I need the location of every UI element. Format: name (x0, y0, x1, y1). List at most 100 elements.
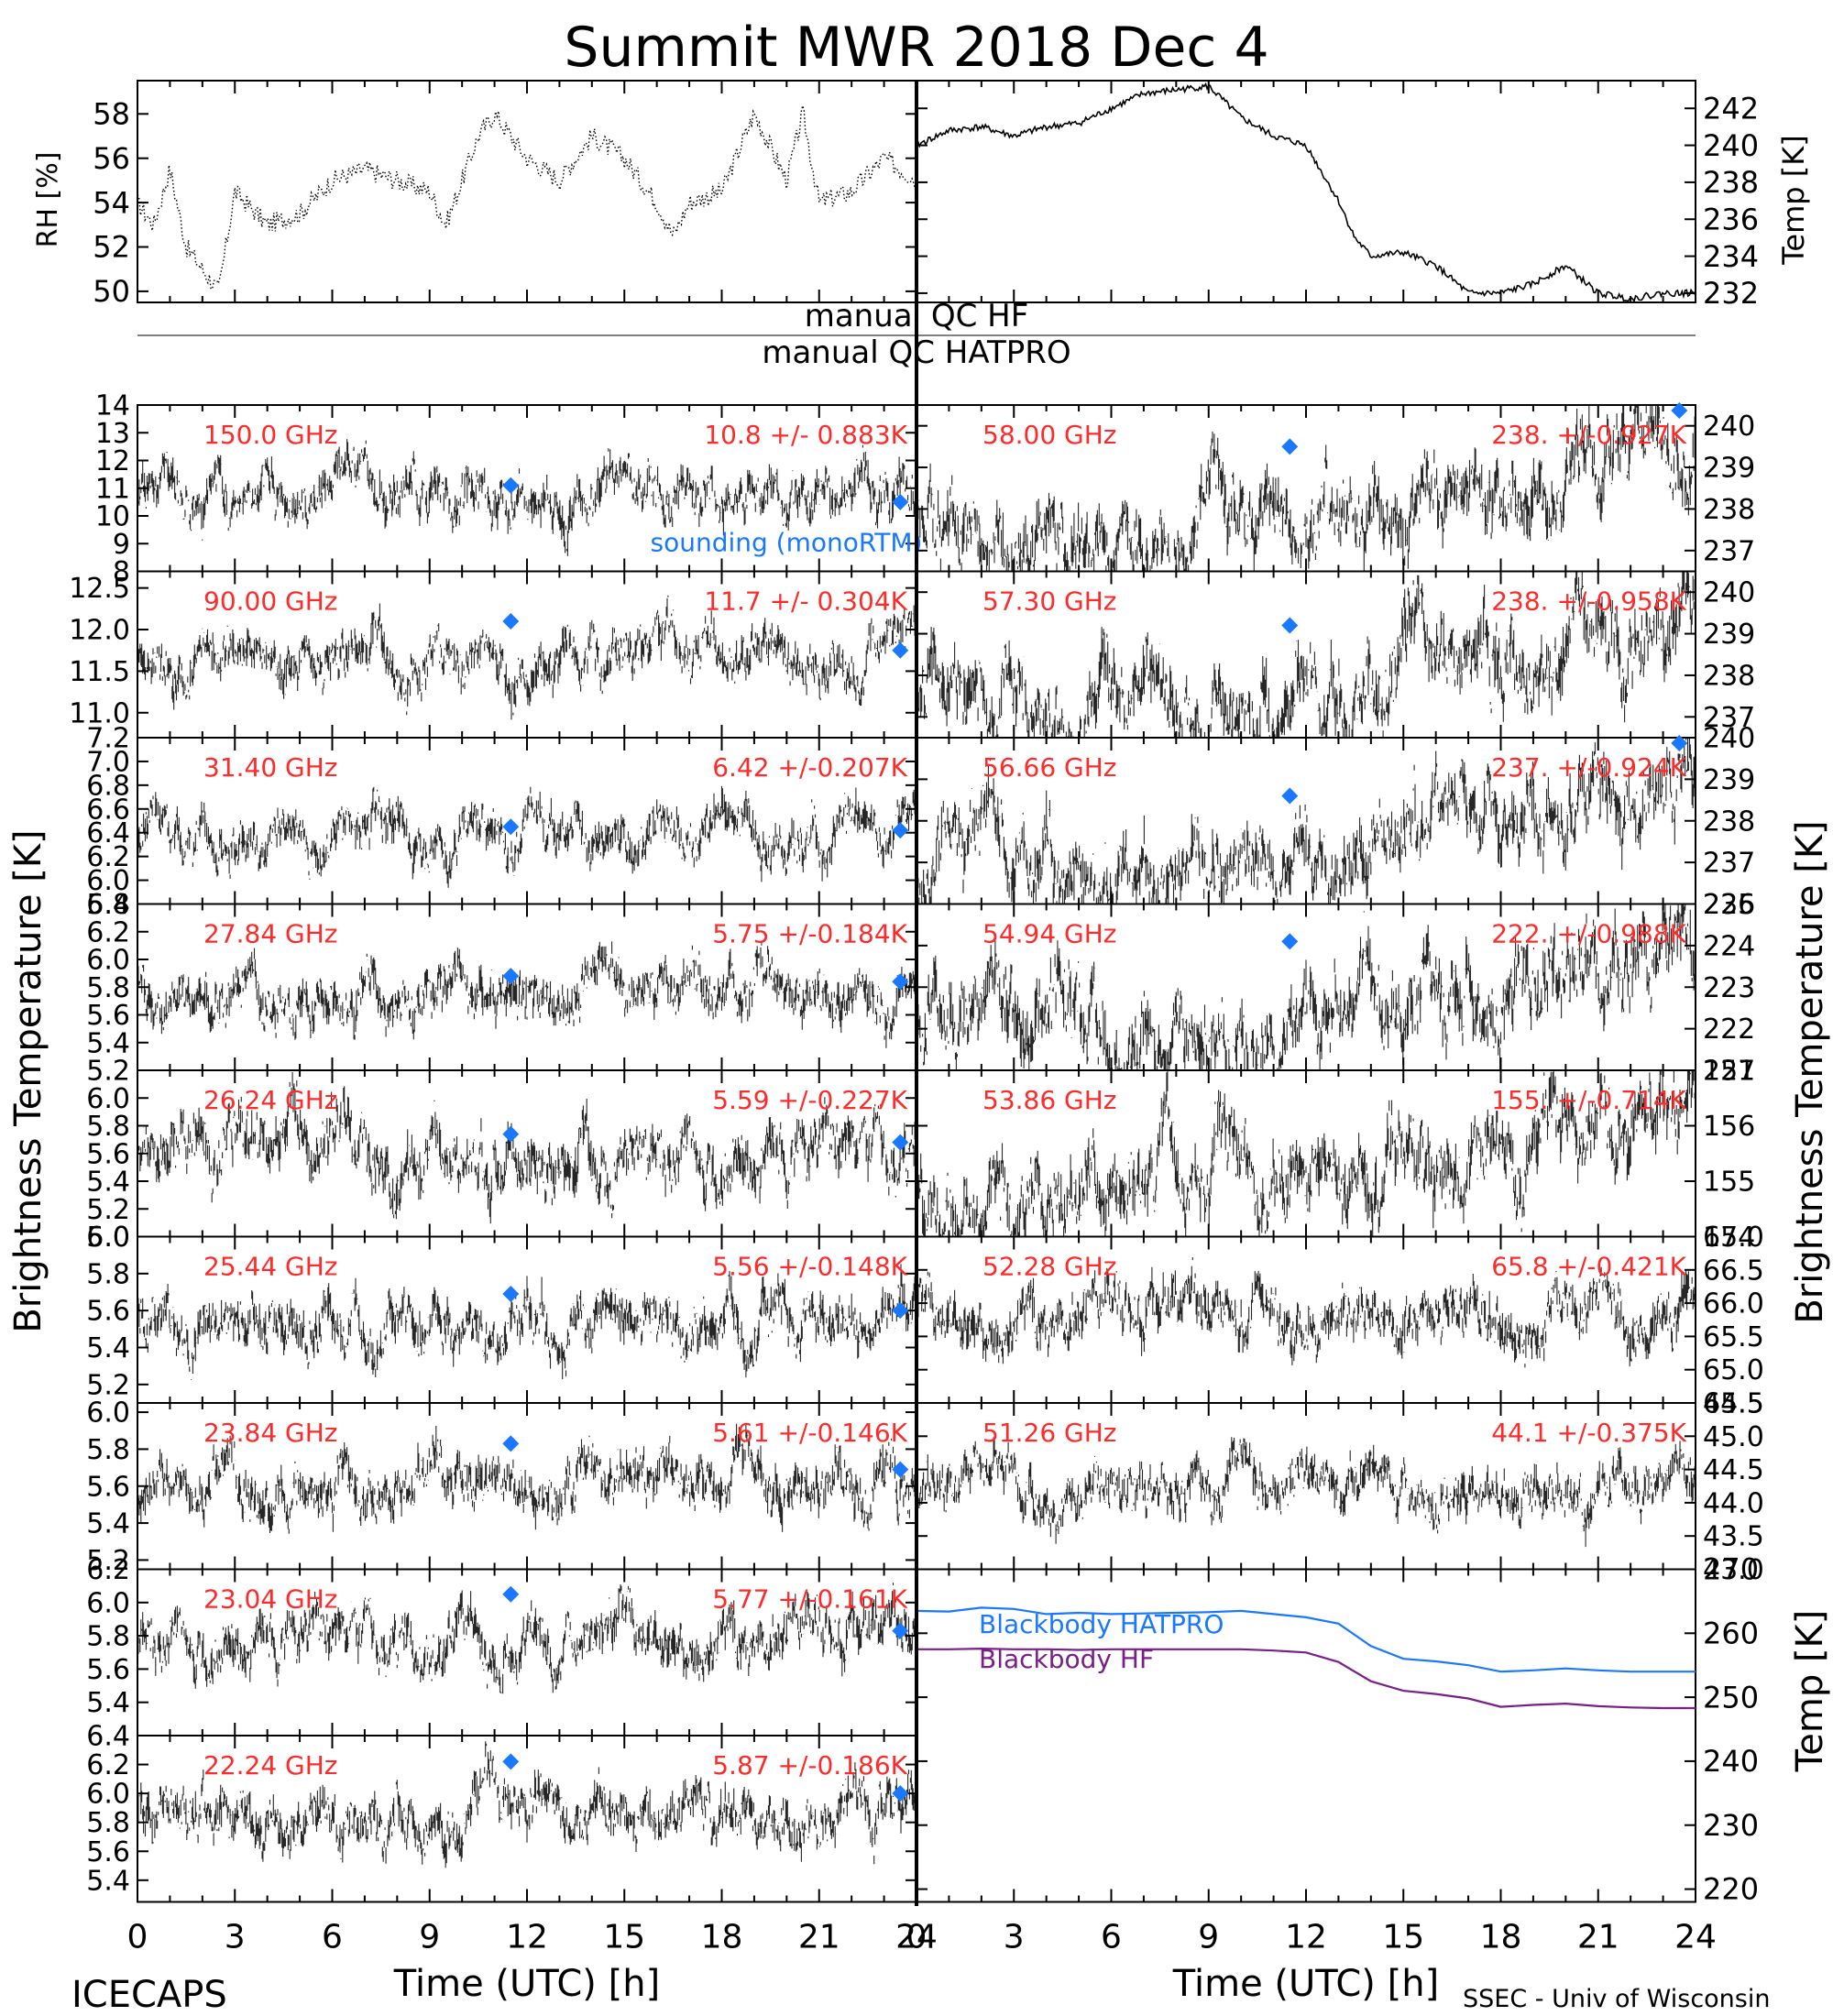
hatpro-panel-3-ytick-label: 225 (1703, 889, 1755, 921)
hf-panel-6-ytick-label: 5.8 (86, 1434, 130, 1466)
x-axis-label-right: Time (UTC) [h] (1172, 1963, 1439, 2005)
hf-panel-5-ytick-label: 5.6 (86, 1296, 130, 1328)
blackbody-panel-ytick-label: 250 (1703, 1680, 1759, 1715)
rh-panel-trace (137, 105, 917, 290)
hf-panel-7-channel-label: 23.04 GHz (203, 1584, 338, 1615)
hatpro-panel-1-sounding-marker (1281, 617, 1299, 634)
hatpro-panel-0-stat-label: 238. +/-0.927K (1491, 420, 1686, 450)
hf-panel-0-ytick-label: 14 (95, 390, 130, 422)
hf-panel-1-ytick-label: 12.0 (69, 615, 130, 647)
hf-panel-5-ytick-label: 6.0 (86, 1222, 130, 1254)
hatpro-panel-3-ytick-label: 221 (1703, 1056, 1755, 1088)
hf-panel-8-ytick-label: 5.8 (86, 1807, 130, 1839)
hf-panel-1-sounding-marker (502, 612, 520, 630)
hatpro-panel-5-channel-label: 52.28 GHz (982, 1252, 1117, 1282)
hatpro-panel-0-ytick-label: 237 (1703, 535, 1755, 567)
hf-panel-3-ytick-label: 6.4 (86, 889, 130, 921)
hatpro-panel-4-channel-label: 53.86 GHz (982, 1085, 1117, 1115)
blackbody-panel-ytick-label: 270 (1703, 1552, 1759, 1587)
hf-panel-4-ytick-label: 5.6 (86, 1138, 130, 1170)
hf-panel-2-ytick-label: 7.0 (86, 746, 130, 778)
rh-panel-ytick-label: 56 (93, 141, 130, 176)
hf-panel-0-stat-label: 10.8 +/- 0.883K (704, 420, 907, 450)
hf-panel-0-channel-label: 150.0 GHz (203, 420, 338, 450)
hf-panel-7-ytick-label: 6.2 (86, 1554, 130, 1586)
hatpro-panel-1-ytick-label: 237 (1703, 702, 1755, 734)
hatpro-panel-5-ytick-label: 65.0 (1703, 1354, 1764, 1386)
hf-panel-4-sounding-marker (892, 1134, 909, 1151)
blackbody-panel-xtick-label: 24 (1674, 1919, 1717, 1956)
hf-panel-5-ytick-label: 5.2 (86, 1369, 130, 1401)
hatpro-panel-3-channel-label: 54.94 GHz (982, 919, 1117, 949)
hatpro-panel-2-sounding-marker (1281, 787, 1299, 805)
hatpro-panel-3-sounding-marker (1281, 933, 1299, 950)
hf-panel-6-ytick-label: 5.2 (86, 1545, 130, 1577)
hf-panel-0-ytick-label: 11 (95, 473, 130, 505)
hf-panel-2-ytick-label: 6.8 (86, 770, 130, 802)
hf-panel-5-channel-label: 25.44 GHz (203, 1252, 338, 1282)
blackbody-panel-xtick-label: 21 (1577, 1919, 1619, 1956)
blackbody-series-label-0: Blackbody HATPRO (979, 1609, 1224, 1639)
hatpro-panel-2-ytick-label: 239 (1703, 764, 1755, 796)
hatpro-panel-4-stat-label: 155. +/-0.714K (1491, 1085, 1686, 1115)
hatpro-panel-1-ytick-label: 239 (1703, 619, 1755, 651)
hatpro-panel-4-ytick-label: 157 (1703, 1056, 1755, 1088)
hf-panel-8-ytick-label: 6.0 (86, 1779, 130, 1811)
hf-panel-7-ytick-label: 5.8 (86, 1621, 130, 1653)
hf-panel-1-ytick-label: 11.0 (69, 697, 130, 729)
rh-panel-ytick-label: 50 (93, 274, 130, 309)
hf-panel-4-sounding-marker (502, 1125, 520, 1143)
hf-panel-7-ytick-label: 5.4 (86, 1687, 130, 1719)
hf-panel-4-ytick-label: 5.0 (86, 1222, 130, 1254)
hatpro-panel-5-ytick-label: 66.5 (1703, 1255, 1764, 1287)
hf-panel-8-xtick-label: 3 (225, 1919, 246, 1956)
temp-panel-ytick-label: 238 (1703, 165, 1759, 200)
blackbody-panel-ytick-label: 240 (1703, 1744, 1759, 1779)
hf-panel-3-stat-label: 5.75 +/-0.184K (712, 919, 907, 949)
temp-panel-ytick-label: 236 (1703, 202, 1759, 236)
hatpro-panel-0-ytick-label: 239 (1703, 453, 1755, 485)
hatpro-panel-2-ytick-label: 236 (1703, 889, 1755, 921)
hf-panel-8-xtick-label: 6 (322, 1919, 343, 1956)
blackbody-panel-ytick-label: 220 (1703, 1872, 1759, 1907)
blackbody-panel-ytick-label: 230 (1703, 1808, 1759, 1843)
hatpro-panel-4-ytick-label: 156 (1703, 1111, 1755, 1143)
hatpro-panel-2-ytick-label: 237 (1703, 848, 1755, 880)
hf-panel-2-sounding-marker (502, 818, 520, 836)
hf-panel-8-stat-label: 5.87 +/-0.186K (712, 1750, 907, 1780)
hatpro-panel-2-stat-label: 237. +/-0.924K (1491, 752, 1686, 783)
hf-panel-4-ytick-label: 5.4 (86, 1167, 130, 1199)
hf-panel-8-ytick-label: 5.6 (86, 1836, 130, 1868)
hf-panel-0-ytick-label: 12 (95, 445, 130, 477)
hf-panel-3-sounding-marker (892, 973, 909, 991)
hatpro-panel-3-ytick-label: 222 (1703, 1013, 1755, 1046)
hf-panel-7-sounding-marker (502, 1585, 520, 1603)
hatpro-panel-0-sounding-marker (1671, 402, 1688, 419)
hf-panel-3-ytick-label: 5.6 (86, 1000, 130, 1032)
hf-panel-2-stat-label: 6.42 +/-0.207K (712, 752, 907, 783)
hf-panel-5-sounding-marker (502, 1286, 520, 1303)
hf-panel-8-sounding-marker (502, 1753, 520, 1770)
temp-axis-label: Temp [K] (1776, 135, 1811, 265)
hatpro-panel-2-ytick-label: 240 (1703, 723, 1755, 755)
hatpro-panel-0-ytick-label: 238 (1703, 494, 1755, 526)
x-axis-label-left: Time (UTC) [h] (393, 1963, 660, 2005)
hf-panel-6-channel-label: 23.84 GHz (203, 1418, 338, 1448)
hf-panel-2-ytick-label: 6.6 (86, 794, 130, 826)
hf-panel-8-ytick-label: 6.4 (86, 1721, 130, 1753)
hf-panel-3-ytick-label: 6.0 (86, 945, 130, 977)
hatpro-panel-2-sounding-marker (1671, 735, 1688, 751)
rh-panel-ytick-label: 54 (93, 185, 130, 220)
hatpro-panel-6-ytick-label: 43.0 (1703, 1554, 1764, 1586)
hatpro-panel-5-ytick-label: 65.5 (1703, 1321, 1764, 1353)
hf-panel-3-ytick-label: 5.4 (86, 1027, 130, 1059)
temp-panel-trace (916, 82, 1696, 303)
blackbody-panel-ytick-label: 260 (1703, 1616, 1759, 1651)
hf-panel-0-ytick-label: 9 (113, 529, 130, 561)
footer-right: SSEC - Univ of Wisconsin (1463, 1985, 1770, 2013)
hf-panel-4-ytick-label: 6.0 (86, 1083, 130, 1115)
rh-panel-ytick-label: 52 (93, 230, 130, 265)
hf-panel-7-ytick-label: 5.6 (86, 1654, 130, 1686)
hatpro-panel-0-ytick-label: 240 (1703, 411, 1755, 443)
